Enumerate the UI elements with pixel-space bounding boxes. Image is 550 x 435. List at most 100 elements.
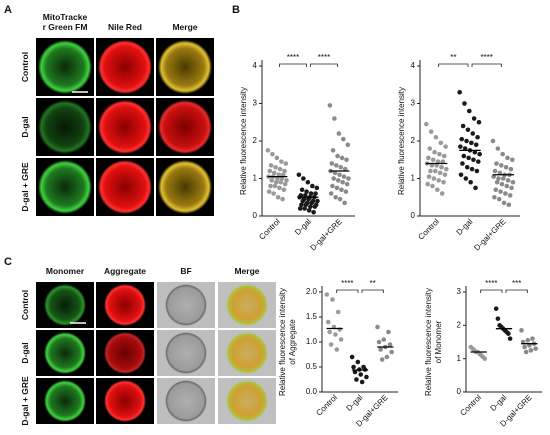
data-point [490, 138, 496, 144]
data-point [507, 193, 513, 198]
data-point [376, 339, 382, 345]
data-point [335, 153, 340, 159]
y-tick-label: 4 [253, 61, 258, 70]
data-point [375, 324, 380, 330]
data-point [435, 187, 440, 193]
data-point [522, 344, 527, 350]
y-tick-label: 0 [253, 211, 258, 220]
row-label: Control [20, 290, 30, 320]
y-tick-label: 1 [253, 174, 258, 183]
data-point [275, 194, 281, 200]
data-point [503, 191, 508, 196]
data-point [299, 187, 305, 193]
data-point [384, 354, 390, 360]
data-point [269, 178, 275, 183]
data-point [464, 164, 470, 170]
data-point [434, 163, 439, 168]
data-point [491, 174, 496, 179]
data-point [509, 157, 515, 163]
column-header: Aggregate [104, 266, 146, 276]
data-point [379, 357, 385, 362]
column-header: Merge [234, 266, 259, 276]
data-point [441, 179, 446, 185]
data-point [297, 206, 303, 211]
data-point [501, 176, 506, 181]
data-point [301, 176, 306, 181]
data-point [343, 189, 349, 194]
y-axis-label: of Monomer [434, 320, 443, 363]
data-point [344, 181, 350, 187]
data-point [300, 198, 306, 204]
x-tick-label: D-gal [293, 217, 313, 237]
y-tick-label: 2 [457, 320, 462, 329]
data-point [338, 164, 344, 170]
data-point [496, 176, 501, 181]
data-point [439, 164, 444, 170]
data-point [284, 178, 289, 183]
data-point [444, 166, 449, 172]
data-point [435, 159, 441, 164]
data-point [308, 204, 313, 209]
y-tick-label: 3 [411, 99, 416, 108]
data-point [349, 354, 355, 360]
data-point [381, 337, 387, 342]
data-point [501, 200, 507, 206]
data-point [328, 342, 334, 347]
data-point [281, 187, 287, 193]
data-point [314, 185, 320, 191]
data-point [277, 185, 282, 191]
data-point [283, 161, 289, 166]
cell [44, 284, 86, 326]
data-point [364, 374, 369, 380]
y-tick-label: 2 [411, 136, 416, 145]
data-point [430, 183, 435, 189]
data-point [475, 134, 480, 140]
data-point [429, 163, 435, 168]
data-point [339, 187, 344, 193]
data-point [282, 181, 288, 187]
cell [158, 160, 212, 214]
cell [44, 380, 86, 422]
data-point [498, 189, 503, 194]
x-tick-label: D-gal [455, 217, 475, 237]
cell [44, 332, 86, 374]
data-point [340, 179, 346, 185]
x-tick-label: Control [257, 217, 282, 242]
data-point [341, 136, 346, 142]
data-point [308, 191, 314, 196]
data-point [268, 163, 274, 168]
data-point [425, 181, 431, 187]
row-label: D-gal + GRE [20, 162, 30, 212]
data-point [465, 127, 471, 133]
column-header: BF [180, 266, 191, 276]
data-point [460, 123, 466, 129]
significance-bracket [361, 289, 384, 293]
data-point [332, 170, 338, 176]
data-point [276, 172, 282, 178]
data-point [523, 349, 529, 355]
data-point [354, 377, 359, 382]
significance-label: **** [341, 279, 353, 288]
panel-label: B [232, 4, 240, 16]
data-point [279, 159, 284, 164]
data-point [324, 292, 330, 297]
significance-bracket [471, 63, 502, 67]
data-point [389, 349, 394, 355]
significance-label: ** [450, 53, 456, 62]
data-point [441, 153, 447, 159]
data-point [330, 148, 336, 153]
row-label: D-gal [20, 342, 30, 363]
data-point [473, 185, 478, 191]
data-point [504, 183, 510, 189]
data-point [493, 306, 499, 311]
cell [38, 160, 92, 214]
data-point [273, 164, 278, 170]
data-point [310, 183, 315, 189]
data-point [337, 196, 343, 202]
data-point [271, 170, 277, 176]
data-point [437, 170, 443, 176]
data-point [277, 166, 283, 172]
row-label: D-gal + GRE [20, 376, 30, 426]
cell [165, 332, 207, 374]
